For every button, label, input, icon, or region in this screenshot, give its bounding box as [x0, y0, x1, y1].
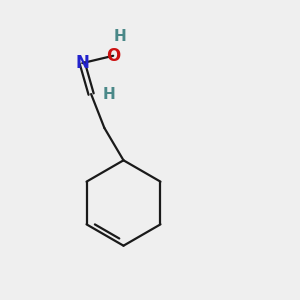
Text: H: H: [113, 29, 126, 44]
Text: H: H: [102, 87, 115, 102]
Text: O: O: [106, 47, 120, 65]
Text: N: N: [75, 54, 89, 72]
